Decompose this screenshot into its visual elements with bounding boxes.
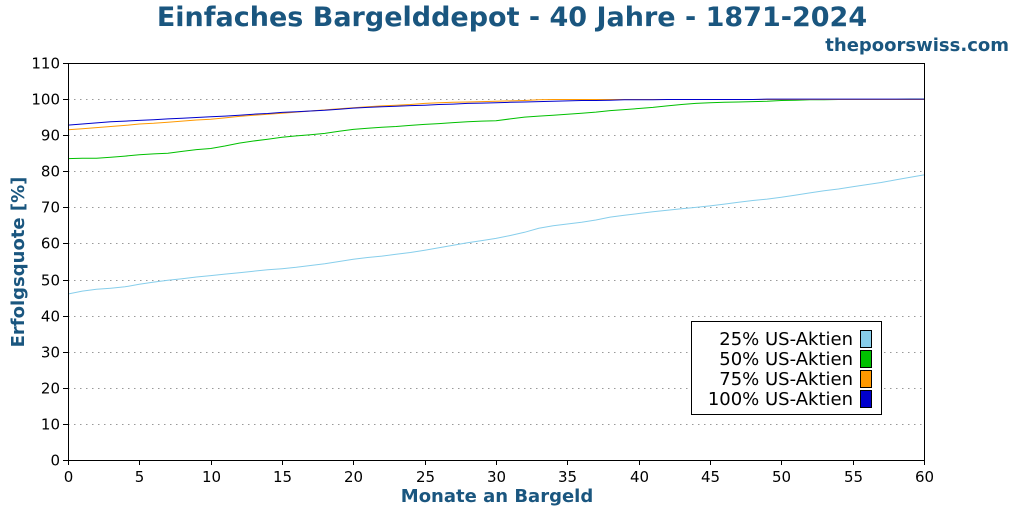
axis-ticks: 0 10 20 30 40 50 60 70 80 90 100 110 0 5 10 15 20 25 30 35 4… (31, 55, 934, 487)
x-tick-label: 30 (487, 468, 506, 486)
chart-title: Einfaches Bargelddepot - 40 Jahre - 1871… (157, 2, 867, 33)
x-tick-label: 35 (558, 468, 577, 486)
y-tick-label: 20 (41, 380, 60, 398)
series-lines (67, 98, 925, 295)
series-line (67, 99, 924, 131)
y-tick-label: 90 (41, 127, 60, 145)
legend-swatch (860, 370, 872, 388)
y-tick-label: 0 (50, 452, 60, 470)
x-tick-label: 60 (915, 468, 934, 486)
legend-swatch (860, 390, 872, 408)
legend-box (691, 321, 882, 415)
y-tick-label: 40 (41, 308, 60, 326)
y-tick-label: 10 (41, 416, 60, 434)
legend-label: 25% US-Aktien (719, 329, 853, 350)
legend-label: 50% US-Aktien (719, 349, 853, 370)
x-tick-label: 10 (202, 468, 221, 486)
x-tick-label: 45 (701, 468, 720, 486)
x-axis-title: Monate an Bargeld (401, 486, 593, 507)
series-line (67, 98, 924, 126)
y-tick-label: 80 (41, 163, 60, 181)
x-tick-label: 50 (772, 468, 791, 486)
y-tick-label: 60 (41, 235, 60, 253)
x-tick-label: 5 (135, 468, 145, 486)
y-tick-label: 110 (31, 55, 60, 73)
y-tick-label: 50 (41, 272, 60, 290)
y-tick-label: 70 (41, 199, 60, 217)
x-tick-label: 20 (344, 468, 363, 486)
x-tick-label: 25 (416, 468, 435, 486)
x-tick-label: 0 (64, 468, 74, 486)
x-tick-label: 15 (273, 468, 292, 486)
site-label: thepoorswiss.com (825, 35, 1009, 56)
series-line (67, 174, 925, 295)
series-line (67, 98, 924, 160)
y-tick-label: 30 (41, 344, 60, 362)
legend-swatch (860, 350, 872, 368)
legend-label: 100% US-Aktien (708, 389, 853, 410)
x-tick-label: 40 (630, 468, 649, 486)
x-tick-label: 55 (844, 468, 863, 486)
legend-label: 75% US-Aktien (719, 369, 853, 390)
y-tick-label: 100 (31, 91, 60, 109)
y-axis-title: Erfolgsquote [%] (8, 177, 29, 348)
legend-swatch (860, 330, 872, 348)
